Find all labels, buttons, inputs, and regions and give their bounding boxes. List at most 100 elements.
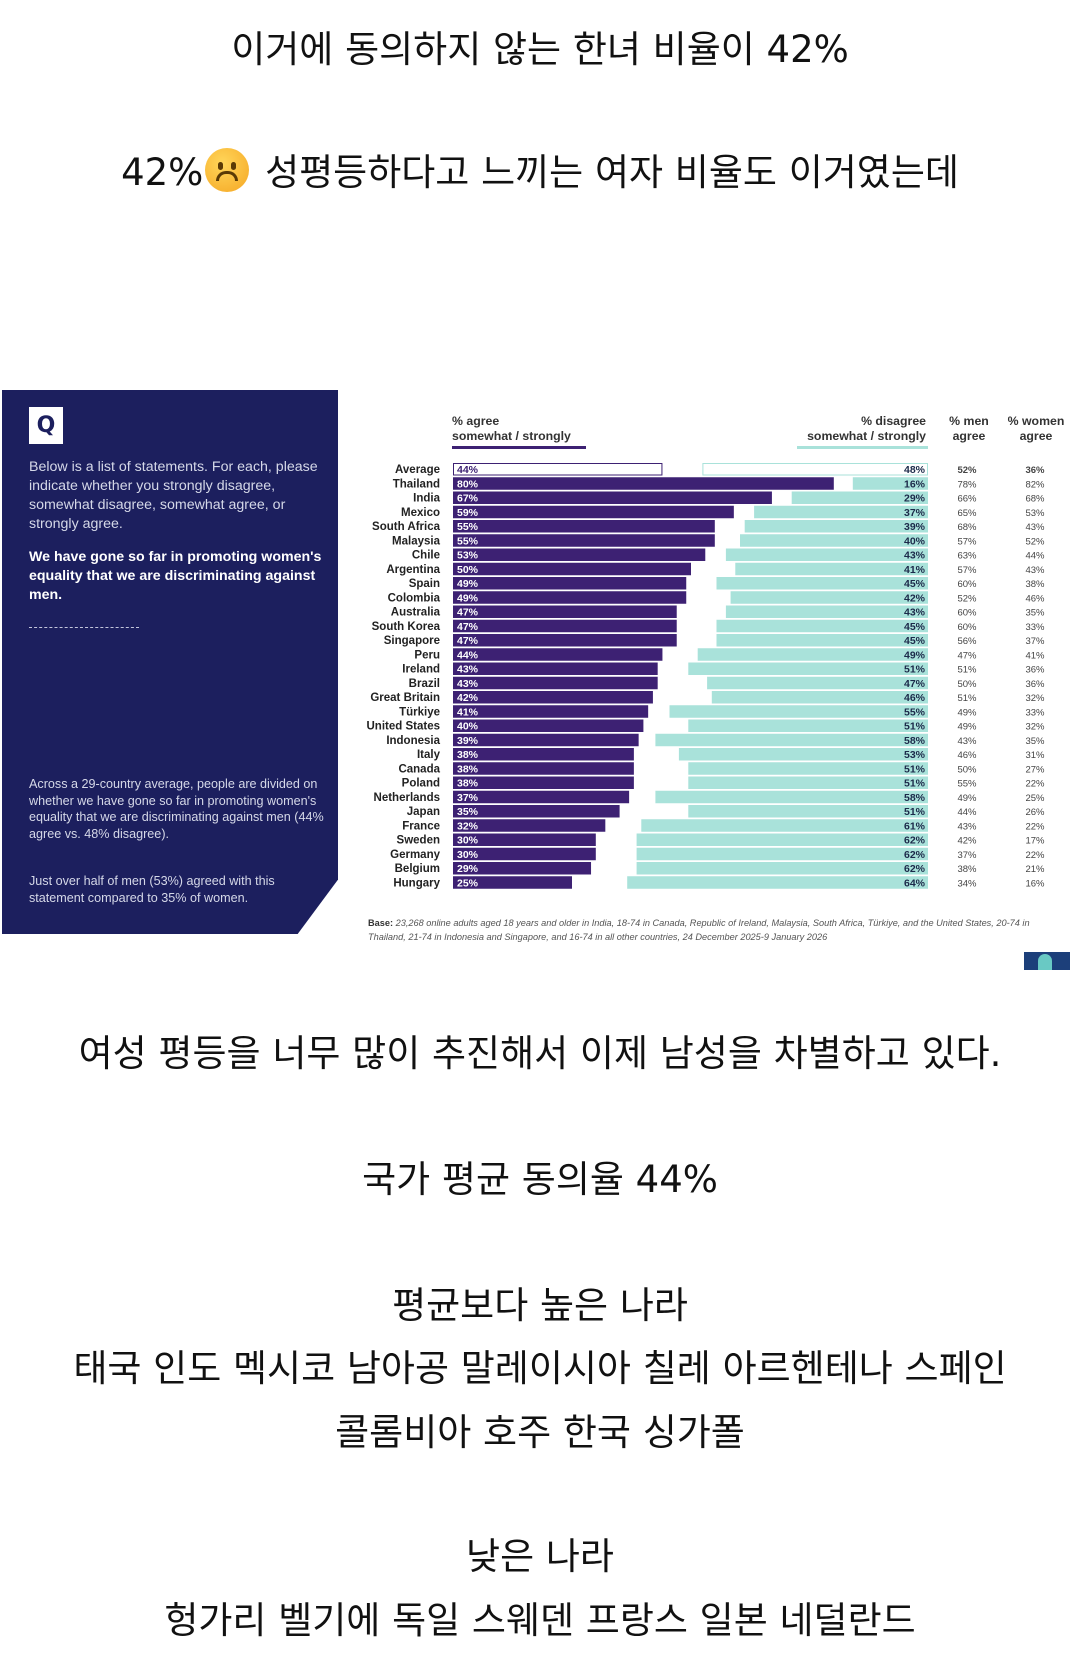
country-label-ireland: Ireland: [402, 664, 440, 676]
agree-bar-t-rkiye: [453, 705, 649, 718]
country-label-thailand: Thailand: [393, 478, 440, 490]
disagree-value-mexico: 37%: [904, 507, 926, 519]
agree-value-canada: 38%: [457, 763, 479, 775]
disagree-value-united-states: 51%: [904, 721, 926, 733]
agree-value-south-africa: 55%: [457, 521, 479, 533]
disagree-value-sweden: 62%: [904, 835, 926, 847]
country-label-japan: Japan: [407, 806, 440, 818]
post-line-9: 헝가리 벨기에 독일 스웨덴 프랑스 일본 네덜란드: [164, 1599, 916, 1642]
country-label-poland: Poland: [402, 778, 440, 790]
disagree-bar-thailand: [852, 477, 928, 490]
disagree-bar-average: [702, 463, 929, 476]
women-agree-value-ireland: 36%: [1025, 665, 1045, 676]
men-agree-value-malaysia: 57%: [957, 536, 977, 547]
agree-bar-peru: [453, 648, 663, 661]
women-agree-value-australia: 35%: [1025, 608, 1045, 619]
country-label-italy: Italy: [417, 749, 441, 761]
disagree-value-netherlands: 58%: [904, 792, 926, 804]
agree-value-india: 67%: [457, 493, 479, 505]
post-line-5: 평균보다 높은 나라: [392, 1284, 688, 1327]
disagree-value-japan: 51%: [904, 806, 926, 818]
agree-value-belgium: 29%: [457, 863, 479, 875]
men-agree-value-united-states: 49%: [957, 722, 977, 733]
men-agree-value-belgium: 38%: [957, 864, 977, 875]
corner-brand-mark: [1024, 952, 1070, 970]
agree-value-peru: 44%: [457, 649, 479, 661]
country-label-brazil: Brazil: [409, 678, 440, 690]
disagree-bar-great-britain: [711, 691, 928, 704]
agree-bar-south-korea: [453, 619, 677, 633]
agree-value-colombia: 49%: [457, 592, 479, 604]
agree-value-t-rkiye: 41%: [457, 706, 479, 718]
women-agree-value-belgium: 21%: [1025, 864, 1045, 875]
women-agree-value-hungary: 16%: [1025, 878, 1045, 889]
disagree-bar-t-rkiye: [669, 705, 928, 718]
men-agree-value-spain: 60%: [957, 579, 977, 590]
women-agree-value-france: 22%: [1025, 821, 1045, 832]
upside-down-face-icon: [205, 148, 250, 192]
women-agree-value-south-africa: 43%: [1025, 522, 1045, 533]
men-agree-value-t-rkiye: 49%: [957, 707, 977, 718]
agree-value-france: 32%: [457, 820, 479, 832]
agree-bar-great-britain: [453, 691, 653, 704]
panel-note-gender: Just over half of men (53%) agreed with …: [29, 874, 275, 905]
men-agree-value-mexico: 65%: [957, 508, 977, 519]
men-agree-value-colombia: 52%: [957, 593, 977, 604]
agree-value-australia: 47%: [457, 607, 479, 619]
disagree-bar-canada: [688, 762, 928, 775]
statement-panel: Q Below is a list of statements. For eac…: [2, 390, 338, 934]
disagree-value-spain: 45%: [904, 578, 926, 590]
disagree-value-brazil: 47%: [904, 678, 926, 690]
disagree-value-chile: 43%: [904, 550, 926, 562]
men-agree-value-south-africa: 68%: [957, 522, 977, 533]
women-agree-value-mexico: 53%: [1025, 508, 1045, 519]
disagree-bar-malaysia: [740, 534, 928, 547]
disagree-bar-australia: [725, 605, 928, 618]
country-label-india: India: [413, 493, 440, 505]
country-label-belgium: Belgium: [395, 863, 440, 875]
disagree-value-hungary: 64%: [904, 877, 926, 889]
disagree-value-canada: 51%: [904, 763, 926, 775]
agree-disagree-chart: Average 44% 48% 52% 36% Thailand 80% 16% 78% 82% I…: [367, 463, 1045, 889]
disagree-value-south-korea: 45%: [904, 621, 926, 633]
country-label-australia: Australia: [391, 607, 441, 619]
panel-statement: We have gone so far in promoting women's…: [29, 549, 322, 603]
women-agree-value-italy: 31%: [1025, 750, 1045, 761]
disagree-bar-colombia: [730, 591, 928, 604]
country-label-t-rkiye: Türkiye: [399, 706, 440, 718]
men-agree-value-hungary: 34%: [957, 878, 977, 889]
disagree-bar-poland: [688, 776, 928, 789]
men-agree-value-india: 66%: [957, 494, 977, 505]
post-line-2-prefix: 42%: [121, 151, 204, 194]
disagree-value-great-britain: 46%: [904, 692, 926, 704]
footnote-label: Base:: [368, 918, 394, 928]
women-agree-value-t-rkiye: 33%: [1025, 707, 1045, 718]
disagree-bar-indonesia: [655, 733, 928, 747]
women-agree-value-peru: 41%: [1025, 650, 1045, 661]
post-line-1: 이거에 동의하지 않는 한녀 비율이 42%: [231, 28, 849, 71]
agree-bar-spain: [453, 577, 687, 590]
disagree-bar-argentina: [735, 562, 928, 576]
disagree-bar-ireland: [688, 662, 928, 675]
disagree-bar-netherlands: [655, 790, 928, 804]
agree-value-argentina: 50%: [457, 564, 479, 576]
women-agree-value-great-britain: 32%: [1025, 693, 1045, 704]
men-agree-value-south-korea: 60%: [957, 622, 977, 633]
post-line-3: 여성 평등을 너무 많이 추진해서 이제 남성을 차별하고 있다.: [78, 1032, 1002, 1075]
men-agree-value-indonesia: 43%: [957, 736, 977, 747]
country-label-sweden: Sweden: [397, 835, 440, 847]
women-agree-value-united-states: 32%: [1025, 722, 1045, 733]
agree-value-hungary: 25%: [457, 877, 479, 889]
women-agree-value-chile: 44%: [1025, 551, 1045, 562]
disagree-value-indonesia: 58%: [904, 735, 926, 747]
country-label-argentina: Argentina: [386, 564, 440, 576]
disagree-value-peru: 49%: [904, 649, 926, 661]
women-agree-value-brazil: 36%: [1025, 679, 1045, 690]
disagree-bar-united-states: [688, 719, 928, 732]
header-men: % men agree: [949, 414, 989, 443]
disagree-bar-singapore: [716, 634, 928, 647]
country-label-mexico: Mexico: [401, 507, 440, 519]
disagree-bar-france: [641, 819, 928, 832]
women-agree-value-average: 36%: [1025, 465, 1045, 476]
disagree-bar-india: [791, 491, 928, 504]
